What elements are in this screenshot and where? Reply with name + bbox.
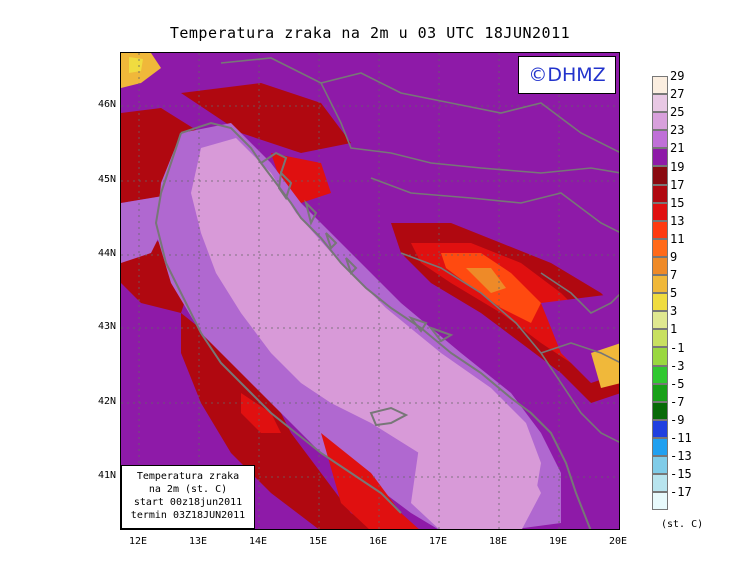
legend-label: -5 <box>670 376 685 391</box>
legend-swatch <box>652 275 668 294</box>
legend-label: 17 <box>670 177 685 192</box>
legend-swatch <box>652 112 668 131</box>
legend-swatch <box>652 492 668 511</box>
hotspot <box>591 343 619 388</box>
lat-label: 42N <box>97 396 116 407</box>
lat-label: 43N <box>97 321 116 332</box>
legend-swatch <box>652 311 668 330</box>
legend-swatch <box>652 365 668 384</box>
lat-label: 41N <box>97 470 116 481</box>
legend-swatch <box>652 238 668 257</box>
legend-label: 13 <box>670 213 685 228</box>
legend-label: 7 <box>670 268 678 283</box>
legend-swatch <box>652 202 668 221</box>
hot-area <box>271 153 331 203</box>
country-borders <box>220 57 619 443</box>
legend-label: -7 <box>670 394 685 409</box>
coastline <box>154 121 592 529</box>
info-line: Temperatura zraka <box>136 471 240 482</box>
legend-label: 27 <box>670 87 685 102</box>
hot-area <box>241 393 281 433</box>
dhmz-logo: ©DHMZ <box>518 56 616 94</box>
legend-swatch <box>652 256 668 276</box>
legend-label: 1 <box>670 322 678 337</box>
map-title: Temperatura zraka na 2m u 03 UTC 18JUN20… <box>169 24 571 42</box>
lat-label: 44N <box>97 248 116 259</box>
legend-swatch <box>652 347 668 366</box>
info-line: na 2m (st. C) <box>148 484 228 495</box>
legend-swatch <box>652 130 668 149</box>
legend-label: -17 <box>670 485 692 500</box>
info-box: Temperatura zraka na 2m (st. C) start 00… <box>121 465 255 529</box>
info-line: start 00z18jun2011 <box>133 497 243 508</box>
legend-label: 3 <box>670 304 678 319</box>
grid-lines <box>121 53 619 529</box>
legend-label: 5 <box>670 286 678 301</box>
lat-label: 45N <box>97 174 116 185</box>
legend-swatch <box>652 166 668 185</box>
legend-label: 25 <box>670 105 685 120</box>
legend-swatch <box>652 419 668 438</box>
legend-label: -11 <box>670 431 692 445</box>
sea-fill <box>191 138 541 498</box>
legend-swatch <box>652 437 668 456</box>
legend-swatch <box>652 383 668 402</box>
legend-swatch <box>652 76 668 95</box>
legend-unit: (st. C) <box>661 519 704 530</box>
warm-area <box>181 313 378 529</box>
legend-swatch <box>652 94 668 113</box>
legend-label: -3 <box>670 358 685 373</box>
lon-label: 14E <box>248 536 268 547</box>
legend-swatch <box>652 184 668 203</box>
legend-label: -15 <box>670 467 692 482</box>
lon-label: 18E <box>488 536 508 547</box>
legend-label: -1 <box>670 340 685 355</box>
hotspot <box>129 57 143 73</box>
hottest-area <box>466 268 506 293</box>
legend-swatch <box>652 329 668 348</box>
legend-label: 29 <box>670 69 685 83</box>
legend-swatch <box>652 474 668 493</box>
color-legend <box>652 76 668 511</box>
legend-label: -9 <box>670 412 685 427</box>
sea-fill <box>411 423 541 529</box>
lon-label: 16E <box>368 536 388 547</box>
map-canvas <box>121 53 619 529</box>
lon-label: 19E <box>548 536 568 547</box>
info-line: termin 03Z18JUN2011 <box>130 510 246 521</box>
lon-label: 20E <box>608 536 628 547</box>
lon-label: 12E <box>128 536 148 547</box>
legend-swatch <box>652 293 668 312</box>
legend-label: 11 <box>670 231 685 246</box>
warm-area <box>181 83 351 153</box>
legend-label: -13 <box>670 449 692 464</box>
legend-swatch <box>652 148 668 167</box>
legend-label: 23 <box>670 123 685 138</box>
legend-label: 15 <box>670 195 685 210</box>
legend-swatch <box>652 220 668 239</box>
lon-label: 17E <box>428 536 448 547</box>
lat-label: 46N <box>97 99 116 110</box>
legend-label: 21 <box>670 141 685 156</box>
legend-swatch <box>652 455 668 475</box>
temperature-map: ©DHMZ Temperatura zraka na 2m (st. C) st… <box>120 52 620 530</box>
lon-label: 15E <box>308 536 328 547</box>
legend-label: 9 <box>670 250 678 264</box>
legend-label: 19 <box>670 159 685 174</box>
legend-swatch <box>652 401 668 420</box>
lon-label: 13E <box>188 536 208 547</box>
